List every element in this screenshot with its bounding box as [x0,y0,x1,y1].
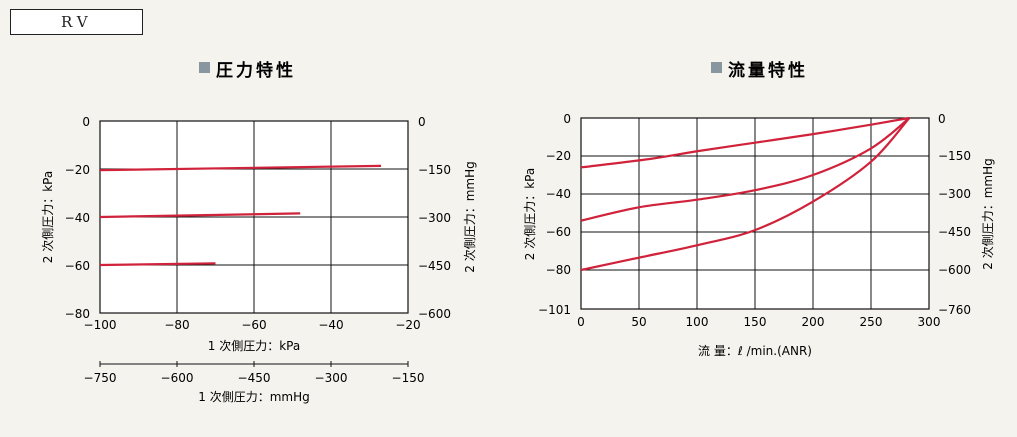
y-tick: 0 [82,115,90,129]
y-right-tick: −450 [418,259,451,273]
series-line [580,116,910,169]
series-line [99,164,382,172]
x2-tick: −600 [161,371,194,385]
y-right-tick: −450 [938,225,971,239]
flow-y-label: 2 次側圧力：kPa [523,168,537,260]
y-tick: −20 [65,163,90,177]
y-right-tick: 0 [418,115,426,129]
y-tick: 0 [563,112,571,126]
pressure-chart-title: 圧力特性 [216,60,296,81]
y-right-tick: −300 [938,187,971,201]
model-tag: RV [10,9,143,35]
y-tick: −101 [538,303,571,317]
y-right-tick: 0 [938,112,946,126]
y-tick: −20 [546,149,571,163]
x-tick: 200 [802,315,825,329]
x-tick: 300 [918,315,941,329]
pressure-series [99,164,382,267]
series-line [580,117,910,222]
flow-y-right-label: 2 次側圧力：mmHg [981,158,995,269]
y-tick: −80 [546,263,571,277]
y-tick: −40 [546,187,571,201]
flow-grid [581,118,929,309]
pressure-y-right-label: 2 次側圧力：mmHg [463,161,477,272]
flow-x-label: 流 量：ℓ /min.(ANR) [698,344,812,358]
y-tick: −80 [65,307,90,321]
pressure-x2-label: 1 次側圧力：mmHg [198,390,309,404]
x-tick: 0 [577,315,585,329]
y-tick: −60 [546,225,571,239]
x2-tick: −450 [238,371,271,385]
title-marker-icon [199,62,210,73]
x2-tick: −300 [315,371,348,385]
title-marker-icon [711,62,722,73]
y-right-tick: −150 [938,149,971,163]
pressure-chart: 圧力特性 0 −20 −40 −60 −80 0 −150 −300 −450 … [41,60,477,404]
x-tick: −100 [84,318,117,332]
x2-tick: −150 [392,371,425,385]
x-tick: −60 [241,318,266,332]
flow-chart-title: 流量特性 [728,60,808,81]
y-right-tick: −150 [418,163,451,177]
y-tick: −60 [65,259,90,273]
x-tick: −20 [395,318,420,332]
y-right-tick: −300 [418,211,451,225]
flow-series [580,116,911,272]
x-tick: 100 [686,315,709,329]
series-line [99,262,216,267]
x-tick: −80 [164,318,189,332]
series-line [580,117,911,272]
y-right-tick: −760 [938,303,971,317]
y-tick: −40 [65,211,90,225]
y-right-tick: −600 [938,263,971,277]
pressure-y-label: 2 次側圧力：kPa [41,171,55,263]
y-right-tick: −600 [418,307,451,321]
x-tick: 50 [631,315,646,329]
x2-tick: −750 [84,371,117,385]
x-tick: 250 [860,315,883,329]
series-line [99,212,301,219]
x-tick: −40 [318,318,343,332]
flow-chart: 流量特性 0 −20 −40 −60 −80 −101 0 −150 −300 … [523,60,995,358]
x-tick: 150 [744,315,767,329]
pressure-x-label: 1 次側圧力：kPa [208,339,300,353]
